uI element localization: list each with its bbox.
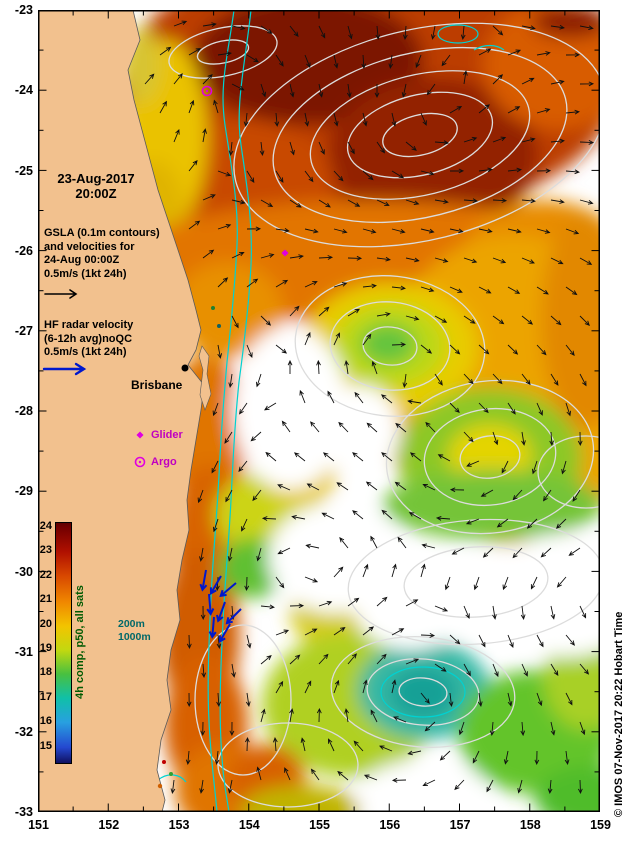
map-datetime: 23-Aug-2017 20:00Z xyxy=(44,171,148,201)
colorbar-tick-18: 18 xyxy=(39,666,52,679)
isobath-labels: 200m 1000m xyxy=(118,618,151,644)
sst-field xyxy=(118,10,600,812)
x-axis-label-154: 154 xyxy=(238,818,260,832)
time-text: 20:00Z xyxy=(75,186,117,201)
colorbar-tick-24: 24 xyxy=(39,520,52,532)
y-axis-label--33: -33 xyxy=(14,805,33,820)
gsla-annotation: GSLA (0.1m contours) and velocities for … xyxy=(44,227,160,281)
y-axis-label--30: -30 xyxy=(14,564,33,579)
isobath-200m-line xyxy=(207,10,238,812)
y-axis-label--31: -31 xyxy=(14,644,33,659)
colorbar-tick-19: 19 xyxy=(39,642,52,654)
y-axis-label--29: -29 xyxy=(14,484,33,499)
copyright-note: © IMOS 07-Nov-2017 20:22 Hobart Time xyxy=(613,611,625,817)
gsla-line: 24-Aug 00:00Z xyxy=(44,254,120,266)
argo-marker-center xyxy=(205,89,209,93)
colorbar-tick-17: 17 xyxy=(39,690,52,703)
colorbar-tick-20: 20 xyxy=(39,617,52,630)
y-axis-label--25: -25 xyxy=(14,163,33,178)
axis-ticks xyxy=(38,10,600,812)
isobath-1000-label: 1000m xyxy=(118,631,151,643)
colorbar-tick-16: 16 xyxy=(39,715,52,728)
x-axis-label-159: 159 xyxy=(590,818,611,832)
date-text: 23-Aug-2017 xyxy=(57,171,135,186)
x-axis-label-152: 152 xyxy=(98,818,120,832)
colorbar-tick-15: 15 xyxy=(39,739,52,752)
y-axis-label--28: -28 xyxy=(14,404,33,419)
hf-scale-arrow-icon xyxy=(42,362,87,376)
colorbar xyxy=(55,522,72,764)
gsla-line: and velocities for xyxy=(44,240,135,253)
x-axis-label-151: 151 xyxy=(28,818,49,832)
y-axis-label--24: -24 xyxy=(14,83,33,98)
hf-radar-annotation: HF radar velocity (6-12h avg)noQC 0.5m/s… xyxy=(44,319,133,360)
coastal-speckles xyxy=(157,306,221,789)
hf-line: 0.5m/s (1kt 24h) xyxy=(44,346,127,358)
x-axis-label-157: 157 xyxy=(449,818,471,832)
scale-arrows xyxy=(42,289,87,376)
argo-legend-label: Argo xyxy=(151,456,177,468)
x-axis-label-155: 155 xyxy=(309,818,330,832)
velocity-arrows xyxy=(144,20,595,795)
glider-legend-label: Glider xyxy=(151,429,183,441)
y-axis-label--26: -26 xyxy=(14,243,33,258)
glider-legend-icon xyxy=(136,431,144,439)
island-shape xyxy=(198,345,212,411)
y-axis-label--23: -23 xyxy=(14,3,33,18)
brisbane-label: Brisbane xyxy=(131,378,183,392)
map-frame xyxy=(38,10,600,812)
colorbar-tick-22: 22 xyxy=(39,568,52,581)
colorbar-tick-23: 23 xyxy=(39,544,52,557)
gsla-line: GSLA (0.1m contours) xyxy=(44,227,160,239)
isobath-200-label: 200m xyxy=(118,618,145,630)
x-axis-label-156: 156 xyxy=(379,818,401,832)
x-axis-label-153: 153 xyxy=(168,818,190,832)
brisbane-dot xyxy=(181,364,189,372)
bathymetry-contours xyxy=(157,10,505,812)
gsla-line: 0.5m/s (1kt 24h) xyxy=(44,267,127,280)
sla-contours xyxy=(168,22,600,808)
argo-marker-icon xyxy=(201,85,213,97)
y-axis-label--32: -32 xyxy=(14,725,33,739)
colorbar-tick-21: 21 xyxy=(39,593,52,606)
hf-radar-arrows xyxy=(199,569,242,643)
x-axis-label-158: 158 xyxy=(519,818,541,832)
map-markers xyxy=(134,85,289,468)
sst-map xyxy=(38,10,600,812)
hf-line: (6-12h avg)noQC xyxy=(44,332,133,345)
argo-legend-center xyxy=(138,460,142,464)
isobath-1000m-line xyxy=(219,10,252,812)
gsla-scale-arrow-icon xyxy=(44,289,78,299)
y-axis-label--27: -27 xyxy=(14,324,33,338)
hf-line: HF radar velocity xyxy=(44,319,134,331)
colorbar-title: 4h comp, p50, all sats xyxy=(74,585,86,699)
glider-marker-icon xyxy=(281,249,289,257)
argo-legend-icon xyxy=(134,456,146,468)
